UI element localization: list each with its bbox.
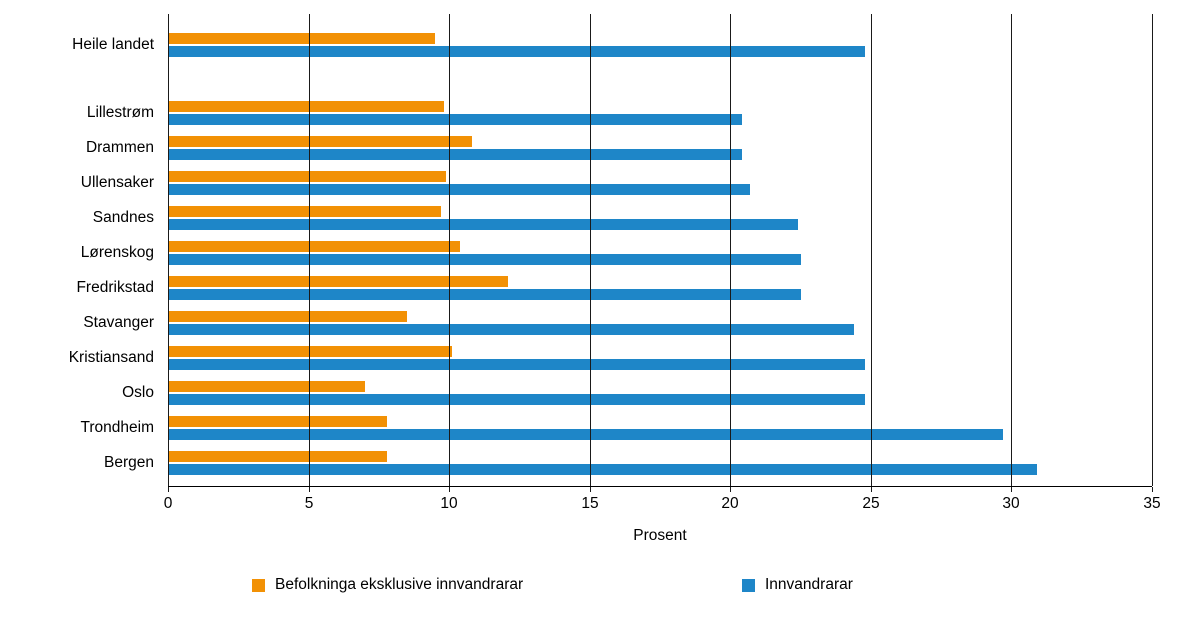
bar-befolkninga [168,381,365,392]
axis-tick [730,487,731,492]
bar-innvandrarar [168,394,865,405]
plot-region [168,14,1153,487]
category-label: Stavanger [83,314,154,331]
category-label: Ullensaker [80,174,154,191]
category-label: Sandnes [92,209,154,226]
bar-innvandrarar [168,289,801,300]
axis-tick [168,487,169,492]
gridline [449,14,450,486]
axis-tick [1152,487,1153,492]
bar-innvandrarar [168,219,798,230]
bar-innvandrarar [168,464,1037,475]
bar-innvandrarar [168,359,865,370]
bar-befolkninga [168,33,435,44]
legend-swatch-orange [252,578,265,592]
legend-label-befolkninga: Befolkninga eksklusive innvandrarar [275,576,524,593]
legend-item-befolkninga: Befolkninga eksklusive innvandrarar [252,576,523,594]
category-label: Heile landet [72,36,154,53]
bar-befolkninga [168,171,446,182]
bar-innvandrarar [168,184,750,195]
bar-befolkninga [168,346,452,357]
category-label: Bergen [104,454,154,471]
x-tick-label: 0 [163,495,173,512]
category-label: Lørenskog [80,244,154,261]
x-tick-label: 10 [440,495,458,512]
bar-befolkninga [168,451,387,462]
category-label: Lillestrøm [86,104,154,121]
legend-item-innvandrarar: Innvandrarar [742,576,853,594]
gridline [168,14,169,486]
axis-tick [309,487,310,492]
bar-befolkninga [168,311,407,322]
x-tick-label: 15 [581,495,599,512]
bar-befolkninga [168,276,508,287]
axis-tick [449,487,450,492]
bar-befolkninga [168,101,444,112]
category-label: Trondheim [80,419,154,436]
category-label: Fredrikstad [76,279,154,296]
x-tick-label: 25 [862,495,880,512]
legend-swatch-blue [742,578,755,592]
x-tick-label: 20 [721,495,739,512]
gridline [730,14,731,486]
x-tick-label: 5 [304,495,314,512]
bar-befolkninga [168,241,460,252]
bar-innvandrarar [168,429,1003,440]
gridline [1152,14,1153,486]
gridline [871,14,872,486]
x-tick-label: 30 [1002,495,1020,512]
axis-tick [871,487,872,492]
bar-befolkninga [168,416,387,427]
bar-innvandrarar [168,114,742,125]
bar-befolkninga [168,136,472,147]
bar-innvandrarar [168,254,801,265]
category-label: Oslo [122,384,154,401]
axis-tick [590,487,591,492]
axis-tick [1011,487,1012,492]
gridline [590,14,591,486]
bar-innvandrarar [168,149,742,160]
bar-innvandrarar [168,324,854,335]
y-axis-labels: Heile landet Lillestrøm Drammen Ullensaker S… [0,0,160,520]
x-tick-label: 35 [1143,495,1161,512]
legend-label-innvandrarar: Innvandrarar [765,576,853,593]
category-label: Drammen [85,139,154,156]
bar-innvandrarar [168,46,865,57]
legend: Befolkninga eksklusive innvandrarar Innv… [0,576,1198,598]
category-label: Kristiansand [68,349,154,366]
gridline [1011,14,1012,486]
bar-befolkninga [168,206,441,217]
x-axis: 0 5 10 15 20 25 30 35 [164,487,1161,515]
x-axis-title: Prosent [633,527,687,544]
gridline [309,14,310,486]
